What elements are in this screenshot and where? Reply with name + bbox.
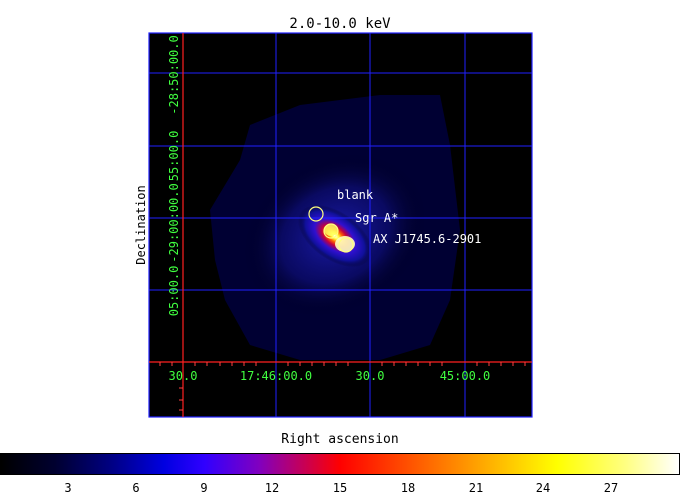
sgr-a-region-circle[interactable]	[323, 223, 339, 239]
colorbar-tick: 9	[200, 481, 208, 495]
dec-tick-3: -29:00:00.0	[167, 183, 181, 262]
emission-map	[210, 95, 460, 360]
dec-tick-4: 05:00.0	[167, 266, 181, 317]
colorbar-tick: 3	[64, 481, 72, 495]
colorbar-tick: 18	[400, 481, 416, 495]
sgr-a-core	[324, 224, 338, 236]
colorbar-tick: 24	[535, 481, 551, 495]
colorbar-tick: 15	[332, 481, 348, 495]
dec-tick-2: 55:00.0	[167, 131, 181, 182]
ra-tick-2: 17:46:00.0	[240, 369, 312, 383]
source-regions[interactable]	[308, 206, 354, 253]
coordinate-grid	[149, 33, 532, 417]
ax-j1745-region-circle[interactable]	[338, 237, 354, 253]
colorbar-tick: 27	[603, 481, 619, 495]
colorbar-tick: 12	[264, 481, 280, 495]
ra-tick-1: 30.0	[169, 369, 198, 383]
colorbar-tick: 6	[132, 481, 140, 495]
colorbar[interactable]	[0, 453, 680, 475]
label-ax-j1745: AX J1745.6-2901	[373, 232, 481, 246]
blank-region-circle[interactable]	[308, 206, 324, 222]
image-title: 2.0-10.0 keV	[289, 16, 391, 32]
x-axis-label: Right ascension	[281, 432, 399, 447]
axis-minor-ticks	[159, 362, 526, 411]
y-axis-label: Declination	[134, 185, 148, 265]
axis-lines	[149, 33, 532, 417]
colorbar-tick: 21	[468, 481, 484, 495]
label-blank: blank	[337, 188, 374, 202]
ra-tick-3: 30.0	[356, 369, 385, 383]
label-sgr-a: Sgr A*	[355, 211, 398, 225]
ra-tick-4: 45:00.0	[440, 369, 491, 383]
dec-tick-top: -28:50:00.0	[167, 35, 181, 114]
